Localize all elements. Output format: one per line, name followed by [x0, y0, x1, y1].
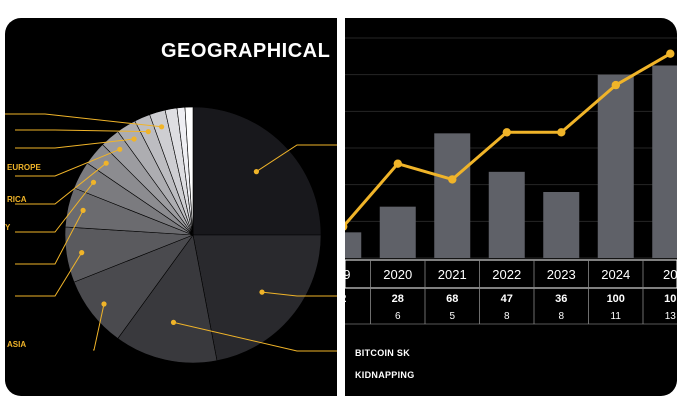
pie-leader-line: [15, 252, 83, 297]
pie-leader-dot: [259, 289, 265, 295]
pie-leader-dot: [170, 319, 177, 325]
category-label: 19: [345, 267, 350, 282]
pie-leader-line: [5, 113, 162, 128]
pie-leader-line: [15, 210, 84, 265]
category-label: 2023: [547, 267, 576, 282]
table-value: 68: [446, 293, 458, 305]
line-point: [345, 222, 348, 231]
table-value: 47: [501, 293, 513, 305]
line-point: [502, 128, 511, 137]
bar: [345, 232, 362, 258]
pie-leader-dot: [131, 136, 137, 142]
table-value: 6: [395, 311, 401, 322]
table-value: 2: [345, 293, 346, 305]
pie-label-y: Y: [5, 223, 11, 232]
pie-leader-line: [93, 303, 105, 351]
line-point: [557, 128, 566, 137]
pie-leader-dot: [145, 129, 151, 135]
pie-leader-line: [256, 144, 337, 173]
table-value: 10: [664, 293, 676, 305]
pie-leader-dot: [117, 146, 123, 152]
chart-title: GEOGRAPHICAL: [161, 40, 331, 62]
bar: [597, 74, 634, 258]
pie-slice: [117, 234, 218, 364]
pie-label-asia: ASIA: [7, 340, 27, 349]
line-point: [611, 80, 620, 90]
pie-label-rica: RICA: [7, 195, 27, 204]
table-value: 13: [665, 311, 677, 322]
table-header-row: [345, 259, 677, 289]
pie-chart-panel: GEOGRAPHICAL EUROPE RICA Y ASIA: [5, 18, 337, 396]
pie-slice: [192, 234, 322, 362]
table-value: 36: [555, 293, 567, 305]
pie-leader-line: [15, 129, 149, 133]
pie-slice: [184, 106, 194, 236]
pie-leader-dot: [101, 301, 107, 307]
pie-chart: [5, 106, 337, 364]
category-label: 2022: [492, 267, 521, 282]
pie-leader-line: [15, 162, 107, 205]
pie-leader-line: [261, 291, 337, 297]
bar: [434, 133, 471, 258]
pie-leader-dot: [80, 207, 86, 213]
table-value: 8: [504, 311, 510, 322]
category-label: 2024: [601, 267, 630, 282]
bar: [379, 206, 416, 258]
line-point: [448, 175, 457, 184]
pie-leader-line: [15, 181, 94, 233]
category-label: 2020: [383, 267, 412, 282]
bottom-label-kidnapping: KIDNAPPING: [355, 370, 415, 380]
pie-label-europe: EUROPE: [7, 163, 41, 172]
bar: [652, 65, 677, 258]
pie-leader-dot: [253, 169, 259, 175]
pie-leader-line: [173, 321, 337, 352]
line-point: [393, 159, 402, 168]
bar-line-chart-panel: 19 2 2020 28 6 2021 68 5 2022 47 8 2023 36 8 2024 100 11…: [345, 18, 677, 396]
pie-leader-line: [15, 148, 120, 177]
table-value: 8: [558, 311, 564, 322]
pie-leader-dot: [159, 124, 165, 130]
bar: [488, 171, 525, 258]
table-value: 5: [449, 311, 455, 322]
bar: [543, 192, 580, 258]
pie-leader-line: [15, 138, 135, 149]
bottom-label-bitcoin: BITCOIN SK: [355, 348, 411, 358]
pie-leader-dot: [103, 160, 109, 166]
table-value: 100: [607, 293, 625, 305]
pie-leader-dot: [90, 179, 97, 185]
table-value: 28: [392, 293, 404, 305]
line-point: [666, 49, 675, 58]
bar-line-chart: 19 2 2020 28 6 2021 68 5 2022 47 8 2023 36 8 2024 100 11…: [345, 37, 677, 325]
table-value: 11: [611, 311, 622, 322]
category-label: 2021: [438, 267, 467, 282]
category-label: 20: [663, 267, 677, 282]
pie-leader-dot: [79, 250, 85, 256]
